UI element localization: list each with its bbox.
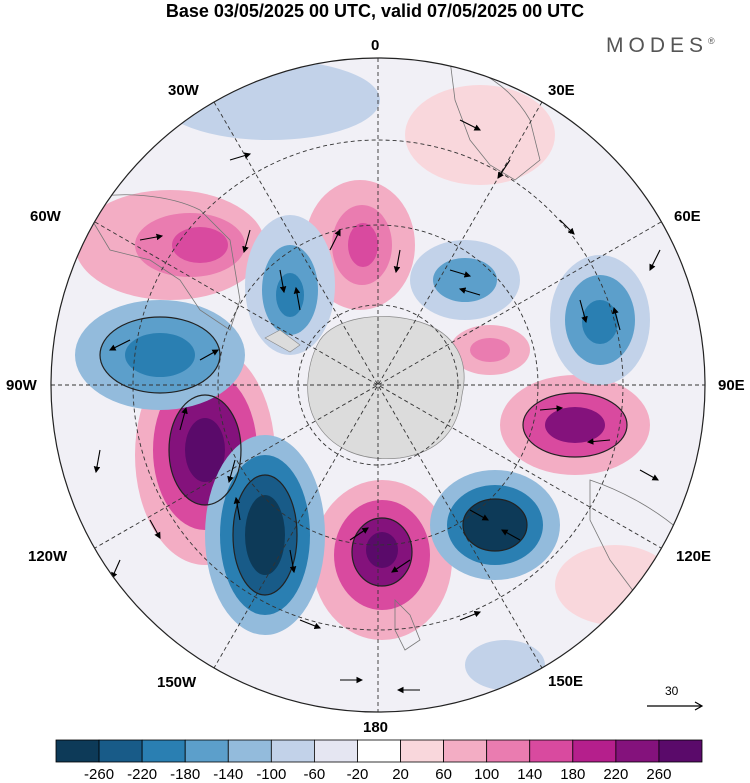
wind-vectors [93, 119, 661, 694]
colorbar-tick-label: 20 [392, 766, 409, 783]
colorbar-tick-label: 220 [603, 766, 629, 783]
lon-label-150w: 150W [157, 674, 197, 691]
brand-mark: ® [708, 36, 715, 46]
colorbar-tick-label: 180 [560, 766, 586, 783]
lon-label-30e: 30E [548, 82, 575, 99]
lon-label-90w: 90W [6, 377, 37, 394]
lon-label-30w: 30W [168, 82, 199, 99]
colorbar-tick-label: -140 [213, 766, 244, 783]
lon-label-0: 0 [371, 37, 380, 54]
colorbar-tick-label: -180 [170, 766, 201, 783]
colorbar-swatch [98, 739, 143, 763]
colorbar-swatch [55, 739, 100, 763]
reference-vector-arrow [647, 701, 704, 711]
reference-vector-label: 30 [665, 684, 679, 698]
colorbar-tick-label: -100 [256, 766, 287, 783]
brand-text: MODES [606, 34, 709, 57]
lon-label-60w: 60W [30, 208, 61, 225]
graticule [51, 58, 705, 712]
new-zealand-coast [394, 599, 421, 651]
colorbar-swatch [357, 739, 401, 763]
lon-label-90e: 90E [718, 377, 745, 394]
colorbar-tick-label: 260 [646, 766, 672, 783]
lon-label-120e: 120E [676, 548, 712, 565]
lon-label-150e: 150E [548, 673, 584, 690]
colorbar-tick-label: 60 [435, 766, 452, 783]
colorbar-tick-label: 140 [517, 766, 543, 783]
lon-label-120w: 120W [28, 548, 68, 565]
colorbar-tick-label: -20 [346, 766, 369, 783]
colorbar-swatch [184, 739, 229, 763]
colorbar [55, 739, 703, 763]
colorbar-swatch [572, 739, 617, 763]
colorbar-swatch [658, 739, 703, 763]
modes-logo: MODES® [606, 34, 715, 58]
colorbar-tick-label: 100 [474, 766, 500, 783]
lon-label-60e: 60E [674, 208, 701, 225]
colorbar-swatch [141, 739, 186, 763]
colorbar-tick-label: -60 [303, 766, 326, 783]
colorbar-swatch [486, 739, 531, 763]
colorbar-swatch [443, 739, 488, 763]
colorbar-swatch [615, 739, 660, 763]
colorbar-tick-label: -260 [84, 766, 115, 783]
colorbar-swatch [313, 739, 358, 763]
antarctica-landmass [307, 316, 465, 459]
colorbar-swatch [227, 739, 272, 763]
map-title: Base 03/05/2025 00 UTC, valid 07/05/2025… [165, 1, 585, 21]
lon-label-180: 180 [363, 719, 389, 736]
colorbar-tick-label: -220 [127, 766, 158, 783]
colorbar-swatch [400, 739, 444, 763]
colorbar-swatch [529, 739, 574, 763]
colorbar-swatch [270, 739, 315, 763]
